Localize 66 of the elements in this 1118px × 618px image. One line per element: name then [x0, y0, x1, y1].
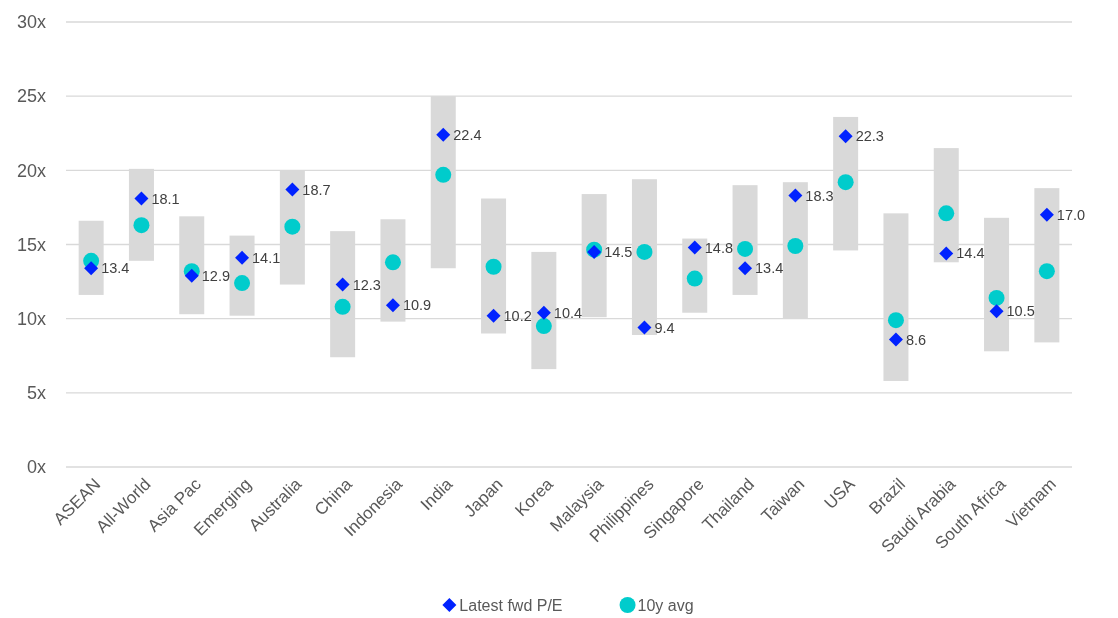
- point: [837, 174, 854, 191]
- point: [485, 258, 502, 275]
- point: [184, 268, 199, 283]
- point: [637, 320, 652, 335]
- point: [1038, 263, 1055, 280]
- data-label: 22.3: [855, 128, 884, 145]
- y-tick-label: 5x: [26, 383, 46, 404]
- point: [435, 166, 452, 183]
- data-label: 13.4: [755, 260, 784, 277]
- point: [988, 289, 1005, 306]
- point: [536, 305, 551, 320]
- y-tick-label: 20x: [16, 160, 46, 181]
- data-label: 18.3: [805, 187, 834, 204]
- x-tick-label: USA: [820, 474, 860, 513]
- point: [284, 218, 301, 235]
- data-label: 12.9: [201, 267, 230, 284]
- data-label: 13.4: [101, 260, 130, 277]
- point: [133, 217, 150, 234]
- data-label: 18.1: [151, 190, 180, 207]
- point: [687, 240, 702, 255]
- point: [535, 318, 552, 335]
- point: [385, 298, 400, 313]
- data-label: 12.3: [352, 276, 381, 293]
- data-label: 14.4: [956, 245, 985, 262]
- point: [787, 237, 804, 254]
- data-label: 10.5: [1006, 303, 1035, 320]
- point: [235, 250, 250, 265]
- data-label: 10.9: [402, 297, 432, 314]
- legend-label: Latest fwd P/E: [459, 596, 563, 614]
- point: [738, 261, 753, 276]
- data-label: 10.4: [553, 304, 583, 321]
- y-tick-label: 10x: [16, 308, 46, 329]
- point: [134, 191, 149, 206]
- data-label: 14.1: [252, 249, 281, 266]
- point: [1039, 207, 1054, 222]
- y-tick-label: 30x: [16, 12, 46, 33]
- point: [989, 304, 1004, 319]
- point: [636, 243, 653, 260]
- data-label: 8.6: [905, 331, 927, 348]
- y-tick-label: 25x: [16, 86, 46, 107]
- point: [888, 332, 903, 347]
- point: [234, 275, 251, 292]
- data-label: 14.5: [604, 243, 633, 260]
- point: [939, 246, 954, 261]
- legend-label: 10y avg: [637, 596, 694, 614]
- point: [285, 182, 300, 197]
- point: [436, 127, 451, 142]
- point: [838, 129, 853, 144]
- point: [887, 312, 904, 329]
- data-label: 14.8: [704, 239, 733, 256]
- point: [737, 240, 754, 257]
- point: [938, 205, 955, 222]
- y-tick-label: 0x: [26, 457, 46, 478]
- point: [686, 270, 703, 287]
- point: [384, 254, 401, 271]
- data-label: 22.4: [453, 126, 482, 143]
- point: [788, 188, 803, 203]
- data-label: 9.4: [654, 319, 675, 336]
- point: [334, 298, 351, 315]
- y-tick-label: 15x: [16, 234, 46, 255]
- point: [84, 261, 99, 276]
- point: [486, 308, 501, 323]
- data-label: 10.2: [503, 307, 532, 324]
- data-label: 18.7: [302, 181, 331, 198]
- point: [335, 277, 350, 292]
- data-label: 17.0: [1056, 206, 1086, 223]
